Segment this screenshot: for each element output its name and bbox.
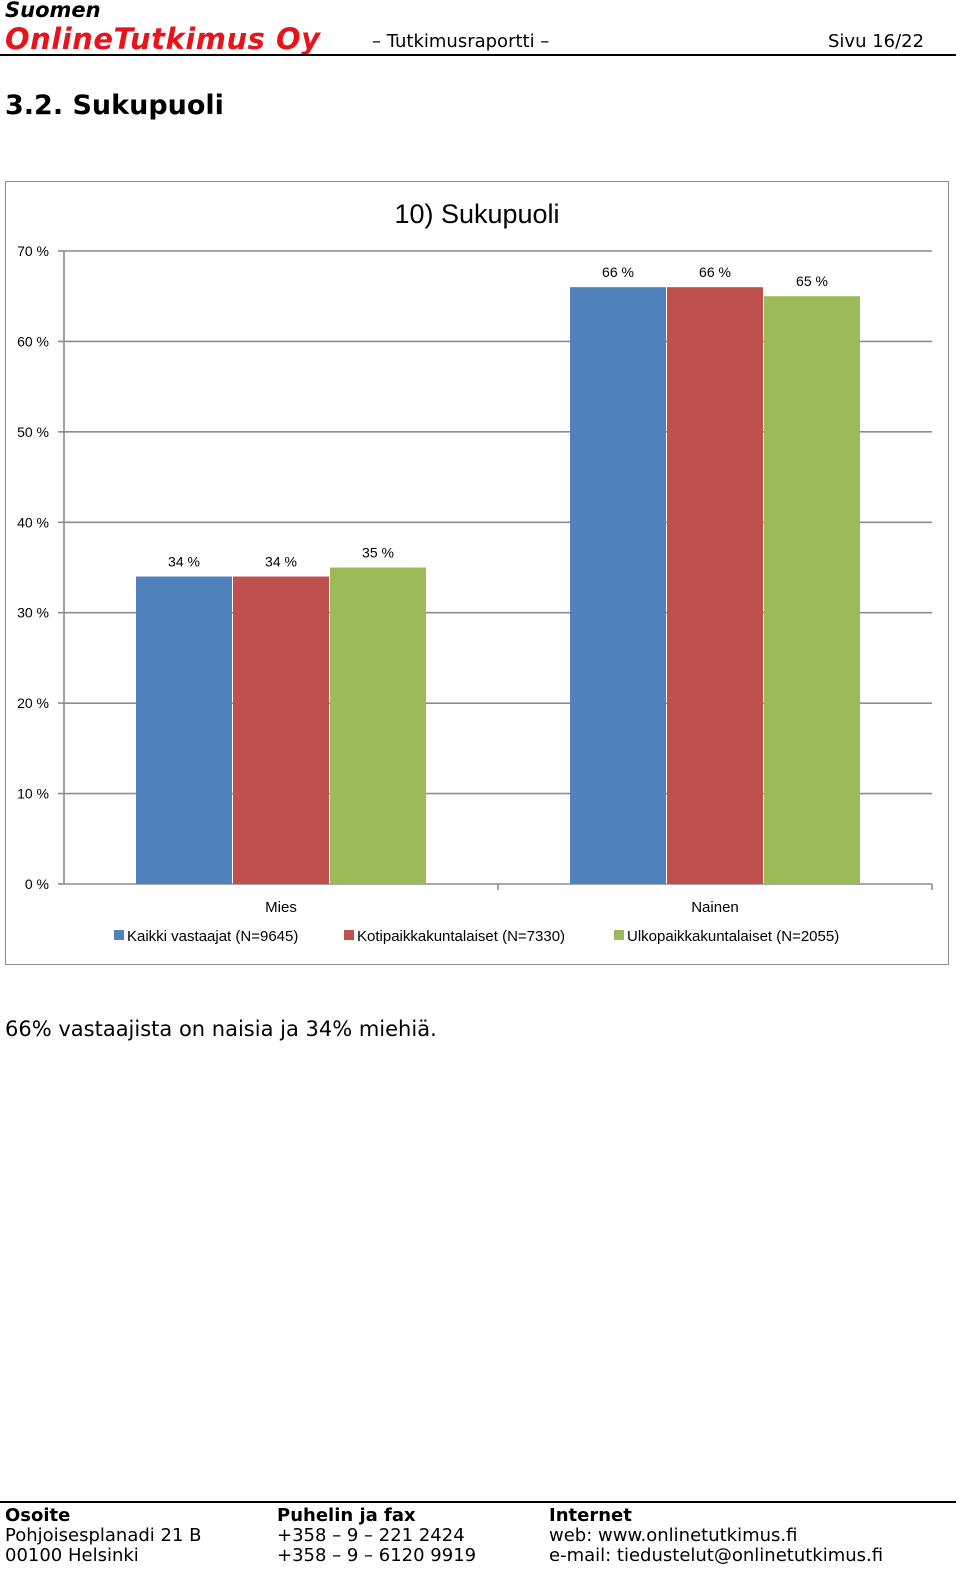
footer-phone: Puhelin ja fax +358 – 9 – 221 2424 +358 …	[277, 1506, 476, 1566]
footer-address: Osoite Pohjoisesplanadi 21 B 00100 Helsi…	[5, 1506, 202, 1566]
data-label: 34 %	[168, 554, 200, 570]
footer-address-line1: Pohjoisesplanadi 21 B	[5, 1525, 202, 1546]
footer-phone-heading: Puhelin ja fax	[277, 1505, 416, 1526]
legend-swatch-2	[344, 930, 354, 940]
header-divider	[0, 54, 956, 56]
page-number: Sivu 16/22	[828, 31, 925, 52]
footer-internet-heading: Internet	[549, 1505, 632, 1526]
x-category-label: Mies	[265, 899, 297, 916]
legend-label-2: Kotipaikkakuntalaiset (N=7330)	[357, 928, 565, 945]
y-tick-label: 50 %	[17, 424, 49, 440]
data-label: 35 %	[362, 545, 394, 561]
footer-phone-line2: +358 – 9 – 6120 9919	[277, 1545, 477, 1566]
y-tick-label: 10 %	[17, 786, 49, 802]
report-label: – Tutkimusraportti –	[372, 31, 550, 52]
y-tick-label: 40 %	[17, 514, 49, 530]
footer-internet: Internet web: www.onlinetutkimus.fi e-ma…	[549, 1506, 883, 1566]
legend-label-1: Kaikki vastaajat (N=9645)	[127, 928, 298, 945]
bar-chart: 10) Sukupuoli 0 % 10 % 20 % 30 % 40 % 50 % 60 %…	[17, 199, 933, 945]
footer-web-link: web: www.onlinetutkimus.fi	[549, 1525, 798, 1546]
bar-mies-series-2	[233, 576, 329, 884]
legend-swatch-3	[614, 930, 624, 940]
chart-container: 10) Sukupuoli 0 % 10 % 20 % 30 % 40 % 50 % 60 %…	[5, 181, 949, 965]
y-tick-label: 0 %	[25, 876, 49, 892]
bar-mies-series-1	[136, 576, 232, 884]
data-label: 66 %	[602, 264, 634, 280]
bar-mies-series-3	[330, 567, 426, 884]
company-name-line1: Suomen	[5, 0, 101, 22]
data-label: 65 %	[796, 273, 828, 289]
y-tick-label: 20 %	[17, 695, 49, 711]
y-tick-label: 60 %	[17, 333, 49, 349]
company-name-logo: OnlineTutkimus Oy	[5, 22, 321, 56]
footer-address-heading: Osoite	[5, 1505, 71, 1526]
summary-text: 66% vastaajista on naisia ja 34% miehiä.	[5, 1017, 437, 1041]
x-category-label: Nainen	[691, 899, 739, 916]
bar-nainen-series-2	[667, 287, 763, 885]
bar-nainen-series-1	[570, 287, 666, 885]
section-title: 3.2. Sukupuoli	[5, 90, 224, 121]
footer-divider	[0, 1501, 956, 1503]
legend-swatch-1	[114, 930, 124, 940]
data-label: 66 %	[699, 264, 731, 280]
legend-label-3: Ulkopaikkakuntalaiset (N=2055)	[627, 928, 839, 945]
y-tick-label: 70 %	[17, 243, 49, 259]
footer-address-line2: 00100 Helsinki	[5, 1545, 139, 1566]
data-label: 34 %	[265, 554, 297, 570]
footer-phone-line1: +358 – 9 – 221 2424	[277, 1525, 465, 1546]
footer-email-link: e-mail: tiedustelut@onlinetutkimus.fi	[549, 1545, 884, 1566]
y-tick-label: 30 %	[17, 605, 49, 621]
chart-title: 10) Sukupuoli	[394, 199, 559, 229]
bar-nainen-series-3	[764, 296, 860, 884]
